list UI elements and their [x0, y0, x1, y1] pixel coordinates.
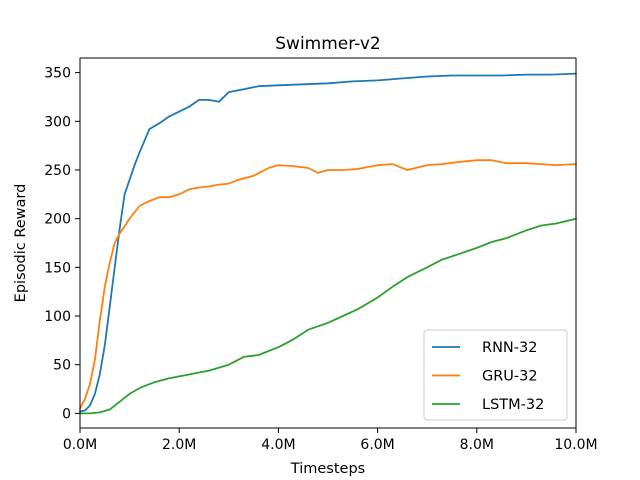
- y-tick-label: 300: [44, 114, 71, 130]
- x-tick-label: 4.0M: [261, 437, 295, 453]
- x-axis: 0.0M 2.0M 4.0M 6.0M 8.0M 10.0M: [63, 428, 598, 453]
- x-tick-label: 2.0M: [162, 437, 196, 453]
- legend: RNN-32 GRU-32 LSTM-32: [423, 329, 568, 421]
- chart-title: Swimmer-v2: [275, 34, 380, 54]
- series-line-gru-32: [79, 159, 577, 410]
- legend-label: GRU-32: [482, 369, 538, 385]
- plot-frame: [79, 57, 577, 429]
- y-tick-label: 150: [44, 260, 71, 276]
- x-tick-label: 8.0M: [460, 437, 494, 453]
- y-axis-label: Episodic Reward: [13, 184, 29, 303]
- y-tick-label: 100: [44, 309, 71, 325]
- y-tick-label: 0: [62, 406, 71, 422]
- legend-label: RNN-32: [482, 340, 537, 356]
- y-axis: 0 50 100 150 200 250 300 350: [44, 66, 80, 422]
- y-tick-label: 350: [44, 66, 71, 82]
- y-tick-label: 50: [53, 358, 71, 374]
- series-line-lstm-32: [79, 217, 577, 415]
- y-tick-label: 250: [44, 163, 71, 179]
- series-line-rnn-32: [79, 72, 577, 413]
- legend-box: [423, 329, 568, 421]
- x-axis-label: Timesteps: [290, 461, 365, 477]
- x-tick-label: 0.0M: [63, 437, 97, 453]
- x-tick-label: 6.0M: [360, 437, 394, 453]
- legend-label: LSTM-32: [482, 397, 544, 413]
- y-tick-label: 200: [44, 212, 71, 228]
- series-layer: [79, 72, 577, 415]
- x-tick-label: 10.0M: [554, 437, 597, 453]
